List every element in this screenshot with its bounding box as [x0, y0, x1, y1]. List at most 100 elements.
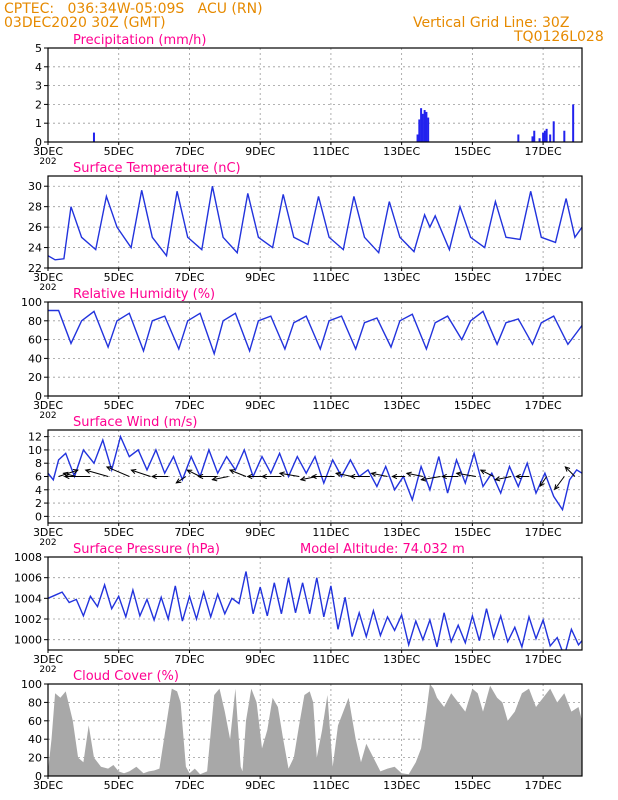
- x-tick-label: 15DEC: [454, 653, 491, 666]
- precip-bar: [545, 128, 548, 142]
- y-tick-label: 1006: [14, 572, 42, 585]
- wind-arrow-head: [370, 471, 377, 477]
- wind-arrow-head: [186, 469, 193, 475]
- cloud-cover-area: [48, 684, 582, 776]
- wind-arrow: [85, 469, 109, 477]
- y-tick-label: 22: [28, 262, 42, 275]
- panel-frame: [47, 301, 583, 397]
- wind-arrow: [176, 476, 187, 484]
- y-tick-label: 4: [35, 61, 42, 74]
- x-tick-label: 15DEC: [454, 145, 491, 158]
- y-tick-label: 4: [35, 484, 42, 497]
- panel-title: Precipitation (mm/h): [73, 33, 206, 48]
- x-tick-label: 15DEC: [454, 271, 491, 284]
- wind-arrow-head: [72, 469, 79, 474]
- wind-arrow-head: [105, 466, 112, 472]
- wind-arrow-head: [441, 473, 447, 480]
- panel-title: Relative Humidity (%): [73, 287, 215, 302]
- y-tick-label: 12: [28, 431, 42, 444]
- wind-arrow-head: [63, 473, 70, 480]
- wind-arrow: [371, 472, 388, 477]
- x-tick-label: 17DEC: [525, 399, 562, 412]
- header-code: TQ0126L028: [514, 29, 604, 45]
- precip-bar: [543, 130, 546, 142]
- precip-bar: [542, 132, 545, 142]
- y-tick-label: 6: [35, 471, 42, 484]
- precip-bar: [549, 134, 552, 142]
- x-tick-label: 15DEC: [454, 526, 491, 539]
- wind-arrow-head: [539, 481, 545, 488]
- y-tick-label: 60: [28, 334, 42, 347]
- panel-frame: [47, 175, 583, 269]
- x-tick-label: 11DEC: [312, 271, 349, 284]
- y-tick-label: 80: [28, 315, 42, 328]
- x-tick-label: 7DEC: [174, 526, 204, 539]
- x-tick-label: 7DEC: [174, 653, 204, 666]
- y-tick-label: 100: [21, 678, 42, 691]
- precip-bar: [531, 136, 534, 142]
- panel-2: [44, 175, 583, 271]
- wind-arrow: [554, 476, 565, 490]
- precip-bar: [517, 134, 520, 142]
- wind-arrow: [131, 469, 151, 477]
- wind-arrow: [212, 476, 229, 481]
- x-tick-label: 13DEC: [383, 145, 420, 158]
- wind-arrow: [229, 469, 247, 477]
- y-tick-label: 3: [35, 80, 42, 93]
- wind-arrow-head: [299, 476, 306, 482]
- x-tick-label: 17DEC: [525, 779, 562, 792]
- x-tick-label: 5DEC: [104, 653, 134, 666]
- x-tick-label: 3DEC: [33, 526, 63, 539]
- x-tick-label: 13DEC: [383, 399, 420, 412]
- x-tick-label: 11DEC: [312, 779, 349, 792]
- y-tick-label: 1008: [14, 551, 42, 564]
- wind-arrow-head: [197, 473, 204, 480]
- y-tick-label: 10: [28, 444, 42, 457]
- x-tick-label: 9DEC: [245, 653, 275, 666]
- wind-arrow-head: [515, 473, 521, 480]
- y-tick-label: 30: [28, 180, 42, 193]
- precip-bar: [425, 111, 428, 142]
- precip-bar: [420, 108, 423, 142]
- x-tick-label: 11DEC: [312, 399, 349, 412]
- wind-arrow-head: [84, 468, 91, 474]
- x-tick-label: 7DEC: [174, 399, 204, 412]
- series-line: [48, 571, 582, 650]
- wind-arrow-head: [405, 471, 412, 477]
- x-tick-label: 17DEC: [525, 271, 562, 284]
- precip-bar: [572, 104, 575, 142]
- x-tick-label: 7DEC: [174, 271, 204, 284]
- panel-6: [44, 683, 583, 779]
- x-tick-label: 9DEC: [245, 526, 275, 539]
- y-tick-label: 80: [28, 696, 42, 709]
- x-year-label: 202: [39, 665, 56, 675]
- x-year-label: 202: [39, 538, 56, 548]
- x-tick-label: 5DEC: [104, 399, 134, 412]
- x-tick-label: 9DEC: [245, 145, 275, 158]
- x-tick-label: 11DEC: [312, 526, 349, 539]
- y-tick-label: 28: [28, 201, 42, 214]
- x-year-label: 202: [39, 411, 56, 421]
- wind-arrow-head: [211, 476, 218, 482]
- x-tick-label: 13DEC: [383, 526, 420, 539]
- x-tick-label: 11DEC: [312, 145, 349, 158]
- panel-frame: [47, 683, 583, 777]
- y-tick-label: 2: [35, 98, 42, 111]
- x-tick-label: 9DEC: [245, 399, 275, 412]
- panel-title: Cloud Cover (%): [73, 669, 179, 684]
- precip-bar: [423, 110, 426, 142]
- wind-arrow: [63, 472, 77, 477]
- x-tick-label: 7DEC: [174, 779, 204, 792]
- panel-title: Surface Pressure (hPa): [73, 542, 220, 557]
- wind-arrow-head: [349, 473, 356, 480]
- precip-bar: [427, 117, 430, 142]
- x-tick-label: 17DEC: [525, 526, 562, 539]
- wind-arrow-head: [334, 471, 342, 477]
- y-tick-label: 5: [35, 42, 42, 55]
- wind-arrow-head: [175, 478, 182, 484]
- panel-annotation: Model Altitude: 74.032 m: [300, 542, 465, 557]
- y-tick-label: 0: [35, 390, 42, 403]
- y-tick-label: 20: [28, 752, 42, 765]
- wind-arrow-head: [564, 466, 571, 472]
- y-tick-label: 0: [35, 770, 42, 783]
